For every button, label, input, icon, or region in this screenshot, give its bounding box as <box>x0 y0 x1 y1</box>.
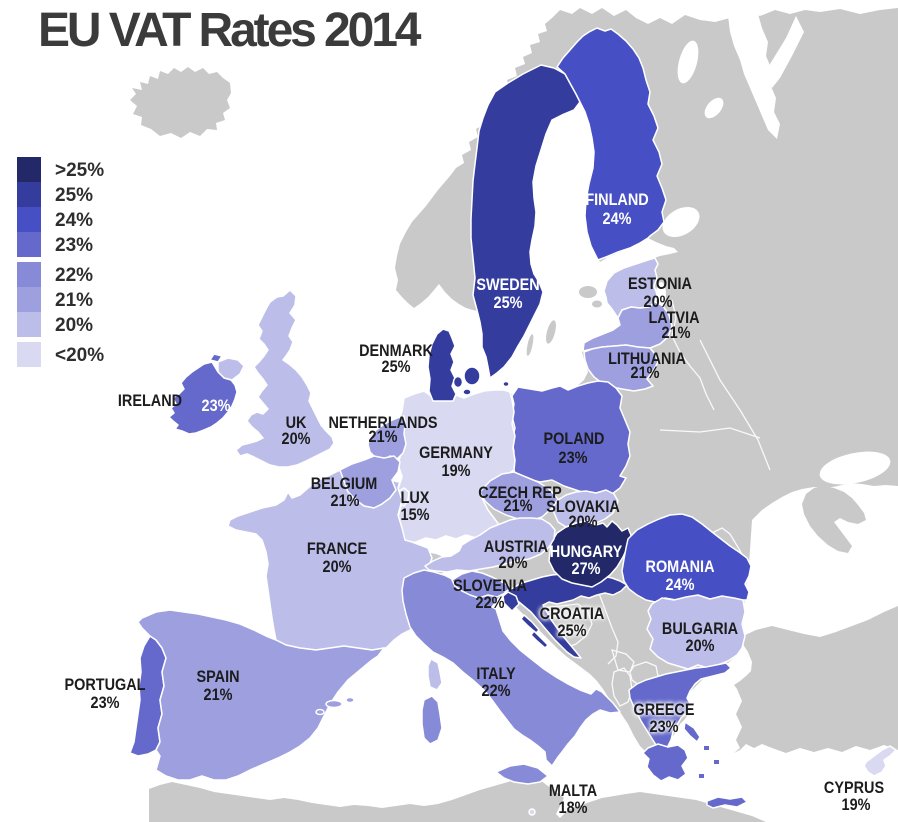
svg-text:SWEDEN: SWEDEN <box>476 276 539 294</box>
svg-text:<20%: <20% <box>55 345 104 366</box>
svg-text:24%: 24% <box>603 210 632 228</box>
svg-text:23%: 23% <box>559 449 588 467</box>
svg-text:21%: 21% <box>504 497 533 515</box>
svg-text:24%: 24% <box>666 576 695 594</box>
svg-text:SPAIN: SPAIN <box>196 668 239 686</box>
svg-text:19%: 19% <box>842 796 871 814</box>
svg-text:20%: 20% <box>282 430 311 448</box>
svg-text:25%: 25% <box>494 294 523 312</box>
svg-text:LUX: LUX <box>401 489 430 507</box>
svg-text:SLOVAKIA: SLOVAKIA <box>546 498 620 516</box>
svg-text:ROMANIA: ROMANIA <box>646 558 715 576</box>
svg-text:HUNGARY: HUNGARY <box>550 543 623 561</box>
svg-text:ITALY: ITALY <box>476 665 516 683</box>
svg-text:NETHERLANDS: NETHERLANDS <box>328 414 437 432</box>
svg-text:27%: 27% <box>572 560 601 578</box>
svg-text:22%: 22% <box>476 594 505 612</box>
svg-text:20%: 20% <box>686 637 715 655</box>
svg-text:DENMARK: DENMARK <box>359 342 433 360</box>
svg-text:GERMANY: GERMANY <box>419 444 493 462</box>
svg-text:22%: 22% <box>55 265 93 286</box>
svg-text:24%: 24% <box>55 210 93 231</box>
svg-text:20%: 20% <box>323 558 352 576</box>
svg-text:20%: 20% <box>499 554 528 572</box>
svg-text:BELGIUM: BELGIUM <box>311 475 378 493</box>
svg-text:25%: 25% <box>558 622 587 640</box>
svg-text:21%: 21% <box>331 492 360 510</box>
svg-text:20%: 20% <box>55 315 93 336</box>
svg-text:23%: 23% <box>55 235 93 256</box>
svg-text:15%: 15% <box>401 506 430 524</box>
svg-text:20%: 20% <box>644 293 673 311</box>
svg-text:23%: 23% <box>650 718 679 736</box>
svg-text:CYPRUS: CYPRUS <box>824 779 884 797</box>
svg-text:25%: 25% <box>382 358 411 376</box>
svg-text:BULGARIA: BULGARIA <box>662 620 738 638</box>
svg-text:FINLAND: FINLAND <box>585 191 648 209</box>
svg-text:>25%: >25% <box>55 160 104 181</box>
svg-text:FRANCE: FRANCE <box>307 540 367 558</box>
svg-text:21%: 21% <box>369 428 398 446</box>
svg-text:23%: 23% <box>91 694 120 712</box>
svg-text:22%: 22% <box>482 682 511 700</box>
svg-text:23%: 23% <box>202 397 231 415</box>
svg-text:MALTA: MALTA <box>549 782 597 800</box>
svg-text:19%: 19% <box>442 462 471 480</box>
svg-text:ESTONIA: ESTONIA <box>628 275 692 293</box>
svg-text:UK: UK <box>286 414 307 432</box>
svg-text:AUSTRIA: AUSTRIA <box>484 538 548 556</box>
svg-text:POLAND: POLAND <box>544 430 605 448</box>
svg-text:EU VAT Rates 2014: EU VAT Rates 2014 <box>38 4 422 57</box>
svg-text:SLOVENIA: SLOVENIA <box>453 577 527 595</box>
svg-text:21%: 21% <box>204 686 233 704</box>
svg-text:IRELAND: IRELAND <box>118 392 182 410</box>
svg-text:25%: 25% <box>55 185 93 206</box>
svg-text:GREECE: GREECE <box>634 701 695 719</box>
svg-text:PORTUGAL: PORTUGAL <box>64 676 145 694</box>
svg-text:21%: 21% <box>55 290 93 311</box>
svg-text:CROATIA: CROATIA <box>540 605 605 623</box>
svg-text:21%: 21% <box>631 364 660 382</box>
svg-text:20%: 20% <box>569 513 598 531</box>
svg-text:LATVIA: LATVIA <box>648 309 699 327</box>
svg-text:CZECH REP: CZECH REP <box>478 484 561 502</box>
svg-text:18%: 18% <box>559 799 588 817</box>
svg-text:21%: 21% <box>662 324 691 342</box>
svg-text:LITHUANIA: LITHUANIA <box>608 350 686 368</box>
